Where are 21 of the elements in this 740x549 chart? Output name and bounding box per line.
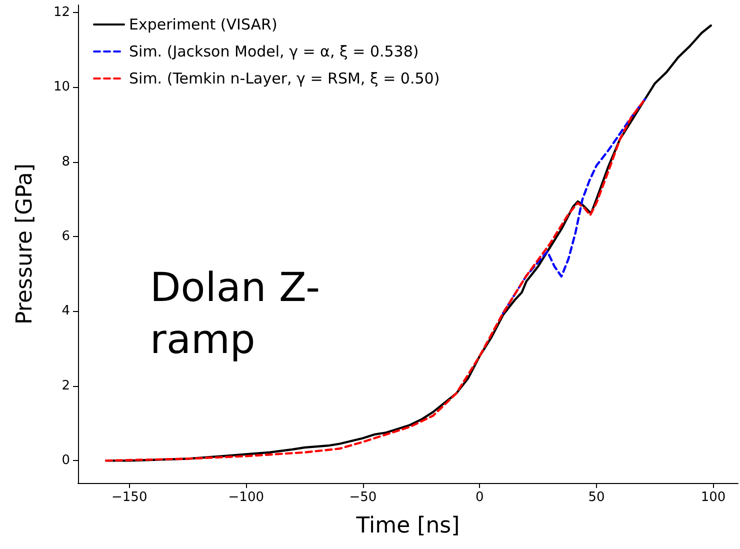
y-axis-title: Pressure [GPa]	[12, 164, 38, 324]
x-tick-label: 0	[476, 490, 484, 505]
x-tick-label: 50	[588, 490, 605, 505]
y-tick-label: 6	[62, 229, 70, 244]
y-tick-label: 4	[62, 304, 70, 319]
y-tick-label: 12	[53, 4, 70, 20]
x-tick-label: −100	[228, 490, 264, 505]
legend-label: Sim. (Jackson Model, γ = α, ξ = 0.538)	[129, 42, 419, 60]
legend-label: Experiment (VISAR)	[129, 16, 278, 34]
line-series	[502, 98, 646, 314]
annotation: Dolan Z-ramp	[150, 265, 320, 363]
x-tick-label: −150	[112, 490, 148, 505]
x-axis-title: Time [ns]	[355, 514, 460, 538]
legend-label: Sim. (Temkin n-Layer, γ = RSM, ξ = 0.50)	[129, 70, 440, 88]
line-series	[104, 98, 646, 462]
x-tick-label: 100	[700, 490, 726, 505]
y-tick-label: 8	[62, 154, 70, 170]
y-tick-label: 2	[62, 378, 70, 394]
y-tick-label: 10	[53, 80, 70, 95]
x-tick-label: −50	[349, 490, 377, 505]
y-tick-label: 0	[62, 453, 70, 468]
